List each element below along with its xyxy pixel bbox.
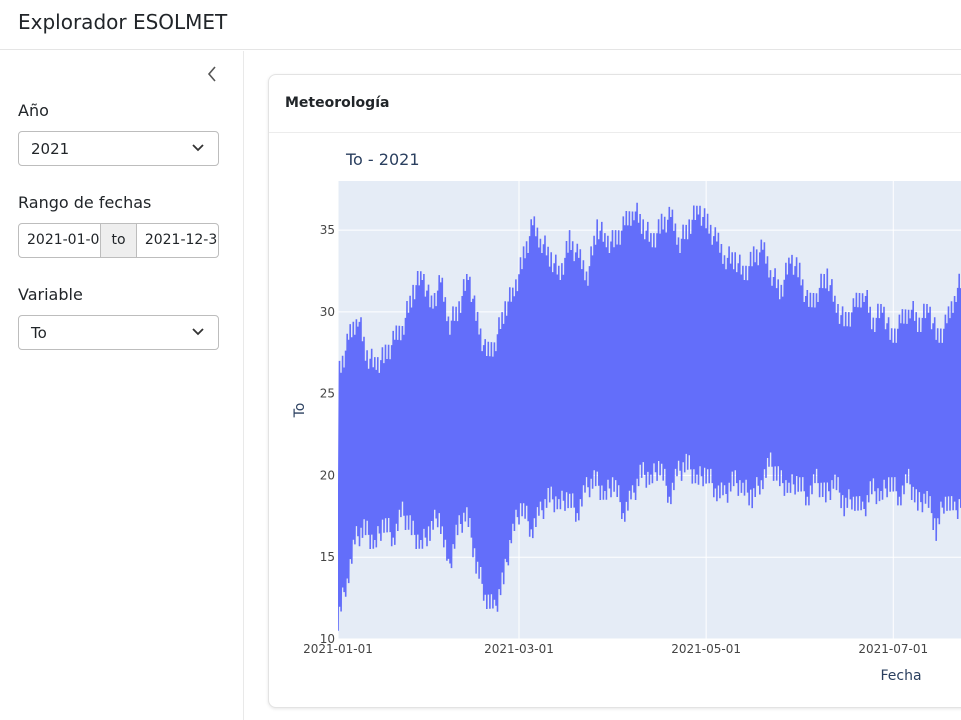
series-line-to: [338, 202, 961, 631]
y-tick-label: 10: [320, 632, 335, 646]
card-title: Meteorología: [285, 95, 390, 111]
x-tick-label: 2021-05-01: [671, 642, 741, 656]
meteorology-card: Meteorología 10 15 20 25 30 35 2021-01-01 2021-…: [268, 74, 961, 708]
date-range-label: Rango de fechas: [18, 193, 152, 212]
year-select-value: 2021: [31, 140, 70, 158]
app-title: Explorador ESOLMET: [18, 10, 228, 34]
chevron-left-icon[interactable]: [202, 63, 222, 85]
y-tick-label: 25: [320, 387, 335, 401]
variable-select[interactable]: To: [18, 315, 219, 350]
variable-label: Variable: [18, 285, 83, 304]
year-label: Año: [18, 101, 49, 120]
sidebar: Año 2021 Rango de fechas 2021-01-0 to 20…: [0, 51, 244, 720]
y-tick-label: 30: [320, 305, 335, 319]
x-tick-label: 2021-07-01: [858, 642, 928, 656]
chart-title: To - 2021: [345, 150, 420, 169]
chevron-down-icon: [192, 144, 204, 152]
x-tick-label: 2021-03-01: [484, 642, 554, 656]
y-axis-label: To: [292, 403, 308, 419]
end-date-input[interactable]: 2021-12-3: [144, 232, 218, 248]
temperature-chart[interactable]: 10 15 20 25 30 35 2021-01-01 2021-03-01 2021-05-…: [269, 133, 961, 708]
card-header: Meteorología: [269, 75, 961, 133]
x-tick-label: 2021-01-01: [303, 642, 373, 656]
y-tick-label: 20: [320, 468, 335, 482]
y-tick-label: 35: [320, 223, 335, 237]
x-axis-label: Fecha: [880, 668, 921, 684]
date-range-input: 2021-01-0 to 2021-12-3: [18, 223, 219, 258]
chevron-down-icon: [192, 328, 204, 336]
top-bar: Explorador ESOLMET: [0, 0, 961, 50]
y-tick-label: 15: [320, 550, 335, 564]
variable-select-value: To: [31, 324, 47, 342]
date-range-separator: to: [100, 224, 137, 257]
start-date-input[interactable]: 2021-01-0: [27, 232, 100, 248]
year-select[interactable]: 2021: [18, 131, 219, 166]
